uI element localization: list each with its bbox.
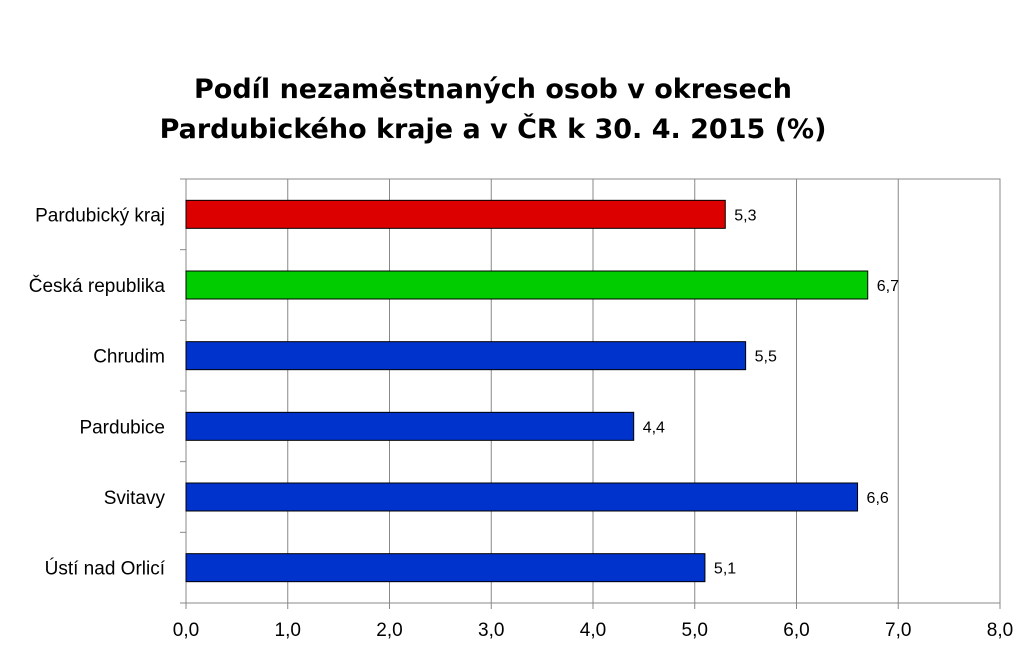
x-tick-label: 7,0 bbox=[885, 620, 911, 641]
x-tick-label: 3,0 bbox=[478, 620, 504, 641]
data-label: 6,6 bbox=[867, 490, 889, 507]
chart-title-line-2: Pardubického kraje a v ČR k 30. 4. 2015 … bbox=[159, 114, 827, 145]
bar bbox=[185, 482, 859, 512]
category-label: Ústí nad Orlicí bbox=[45, 558, 166, 580]
data-label: 4,4 bbox=[643, 419, 665, 436]
data-label: 5,5 bbox=[755, 349, 777, 366]
bars bbox=[185, 199, 869, 583]
x-tick-label: 8,0 bbox=[987, 620, 1013, 641]
category-label: Chrudim bbox=[93, 347, 165, 368]
data-label: 5,3 bbox=[734, 207, 756, 224]
x-tick-label: 2,0 bbox=[376, 620, 402, 641]
category-label: Česká republika bbox=[29, 275, 166, 297]
category-label: Pardubický kraj bbox=[35, 205, 165, 226]
x-tick-label: 5,0 bbox=[682, 620, 708, 641]
data-label: 5,1 bbox=[714, 561, 736, 578]
chart-title: Podíl nezaměstnaných osob v okresech Par… bbox=[0, 70, 986, 150]
bar bbox=[185, 341, 747, 371]
category-label: Svitavy bbox=[104, 488, 166, 509]
x-tick-label: 1,0 bbox=[275, 620, 301, 641]
x-tick-label: 0,0 bbox=[173, 620, 199, 641]
data-label: 6,7 bbox=[877, 278, 899, 295]
category-label: Pardubice bbox=[79, 417, 165, 438]
bar bbox=[185, 199, 726, 229]
x-tick-label: 4,0 bbox=[580, 620, 606, 641]
bar bbox=[185, 553, 706, 583]
labels: 0,0 1,0 2,0 3,0 4,0 5,0 6,0 7,0 8,0 Pardubický kr… bbox=[29, 205, 1013, 641]
bar bbox=[185, 270, 869, 300]
bar bbox=[185, 411, 635, 441]
chart-title-line-1: Podíl nezaměstnaných osob v okresech bbox=[194, 74, 792, 105]
gridlines bbox=[180, 178, 1001, 609]
plot-frame bbox=[185, 178, 1001, 604]
x-tick-label: 6,0 bbox=[783, 620, 809, 641]
